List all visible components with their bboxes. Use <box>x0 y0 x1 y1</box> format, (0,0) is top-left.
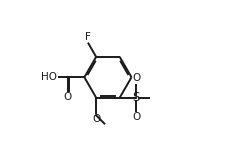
Text: O: O <box>132 112 140 122</box>
Text: S: S <box>133 91 140 104</box>
Text: F: F <box>85 32 91 42</box>
Text: O: O <box>132 73 140 83</box>
Text: O: O <box>64 92 72 102</box>
Text: HO: HO <box>41 72 57 82</box>
Text: O: O <box>92 114 100 124</box>
